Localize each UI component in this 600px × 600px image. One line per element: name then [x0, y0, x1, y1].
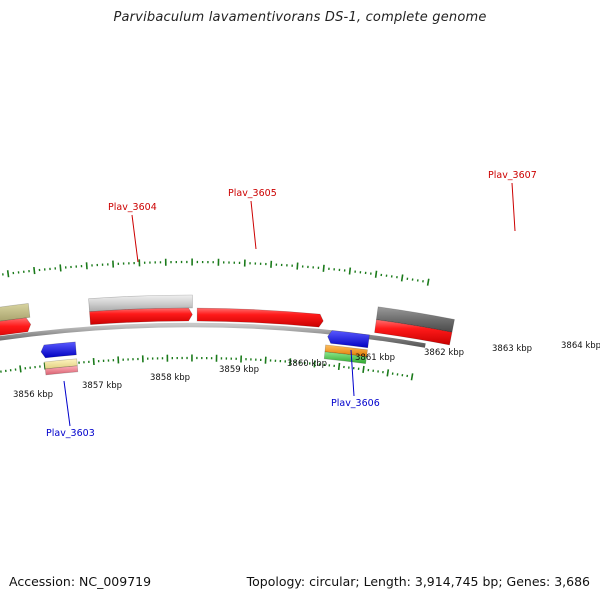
- outer-major-tick: [296, 262, 299, 270]
- coordinate-label: 3864 kbp: [561, 341, 600, 351]
- coordinate-label: 3861 kbp: [355, 353, 395, 363]
- coordinate-label: 3860 kbp: [287, 359, 327, 369]
- gene-label[interactable]: Plav_3607: [488, 170, 537, 181]
- blue-gene-plav3606[interactable]: [327, 330, 370, 349]
- inner-major-tick: [337, 362, 341, 371]
- inner-major-tick: [362, 365, 365, 374]
- inner-major-tick: [289, 358, 292, 366]
- leader-line: [63, 380, 71, 427]
- accession-text: Accession: NC_009719: [9, 574, 152, 589]
- gene-features: [0, 294, 455, 376]
- inner-major-tick: [92, 357, 95, 366]
- red-gene-plav3604[interactable]: [89, 307, 193, 325]
- gene-label[interactable]: Plav_3606: [331, 398, 380, 409]
- leader-line: [350, 349, 355, 397]
- red-gene-plav3607[interactable]: [374, 319, 453, 346]
- outer-major-tick: [33, 267, 36, 275]
- coordinate-label: 3863 kbp: [492, 344, 532, 354]
- red-gene-plav3605[interactable]: [196, 307, 324, 328]
- pink-gene-3603[interactable]: [44, 365, 79, 376]
- outer-tick-ring: [2, 258, 430, 286]
- gene-label[interactable]: Plav_3603: [46, 428, 95, 439]
- coordinate-label: 3857 kbp: [82, 381, 122, 391]
- gene-label[interactable]: Plav_3605: [228, 188, 277, 199]
- outer-major-tick: [322, 264, 325, 272]
- coordinate-label: 3862 kbp: [424, 348, 464, 358]
- leader-line: [131, 214, 139, 263]
- outer-major-tick: [59, 264, 62, 272]
- coordinate-labels: 3856 kbp 3857 kbp 3858 kbp 3859 kbp 3860 kbp…: [13, 341, 600, 400]
- olive-gene-left[interactable]: [0, 303, 31, 326]
- map-title: Parvibaculum lavamentivorans DS-1, compl…: [113, 10, 487, 25]
- inner-major-tick: [19, 365, 22, 373]
- leader-line: [250, 200, 257, 250]
- inner-major-tick: [43, 362, 46, 370]
- blue-gene-plav3603[interactable]: [40, 341, 77, 359]
- gene-label[interactable]: Plav_3604: [108, 202, 157, 213]
- red-gene-left[interactable]: [0, 317, 32, 342]
- gene-labels: Plav_3603 Plav_3604 Plav_3605 Plav_3606 Plav…: [46, 170, 537, 439]
- topology-text: Topology: circular; Length: 3,914,745 bp…: [246, 574, 590, 589]
- leader-line: [511, 182, 516, 232]
- outer-major-tick: [426, 278, 430, 286]
- green-gene-3606[interactable]: [323, 351, 367, 365]
- outer-major-tick: [400, 274, 404, 282]
- coordinate-label: 3856 kbp: [13, 390, 53, 400]
- inner-major-tick: [386, 369, 390, 377]
- inner-major-tick: [410, 373, 414, 381]
- outer-major-tick: [348, 267, 352, 275]
- outer-major-tick: [85, 262, 88, 270]
- outer-major-tick: [374, 270, 378, 278]
- outer-major-tick: [6, 270, 10, 278]
- coordinate-label: 3859 kbp: [219, 365, 259, 375]
- coordinate-label: 3858 kbp: [150, 373, 190, 383]
- inner-major-tick: [313, 360, 316, 368]
- label-leader-lines: [63, 182, 516, 427]
